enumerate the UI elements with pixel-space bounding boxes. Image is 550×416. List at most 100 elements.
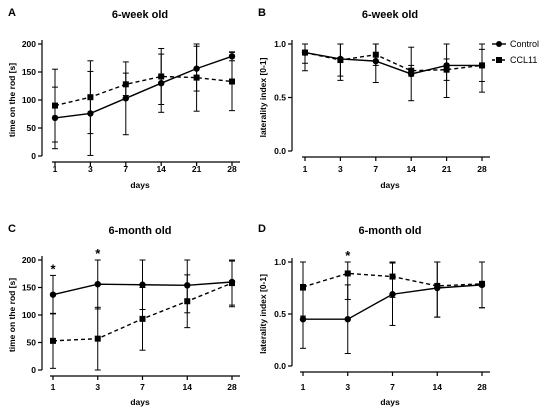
y-tick-label: 100	[22, 310, 36, 320]
data-point-circle	[94, 281, 101, 288]
x-tick-label: 7	[123, 164, 128, 174]
x-tick-label: 7	[390, 382, 395, 392]
chart-title: 6-week old	[362, 9, 418, 21]
y-axis-label: laterality index [0-1]	[258, 274, 268, 354]
significance-star: *	[95, 246, 101, 261]
y-tick-label: 0.0	[274, 361, 286, 371]
x-tick-label: 28	[477, 164, 487, 174]
x-axis: 1 3 7 14 28 days	[300, 371, 490, 407]
data-point-circle	[344, 316, 351, 323]
y-axis: 0 50 100 150 200 time on the rod [s]	[7, 255, 43, 375]
panel-c: C 6-month old 0 50 100 150 200 time on the rod…	[7, 223, 240, 407]
x-tick-label: 21	[192, 164, 202, 174]
data-point-square	[87, 94, 94, 101]
y-tick-label: 0.5	[274, 93, 286, 103]
data-point-circle	[139, 281, 146, 288]
y-tick-label: 0.0	[274, 146, 286, 156]
chart-title: 6-month old	[109, 225, 172, 237]
x-axis-label: days	[130, 397, 150, 407]
data-point-square	[389, 273, 396, 280]
y-axis: 0 50 100 150 200 time on the rod [s]	[7, 39, 43, 161]
x-tick-label: 1	[303, 164, 308, 174]
panel-letter: D	[258, 223, 266, 235]
panel-letter: A	[8, 7, 16, 19]
x-tick-label: 28	[227, 382, 237, 392]
data-point-circle	[122, 95, 129, 102]
panel-a: A 6-week old 0 50 100 150 200 time on the rod …	[7, 7, 240, 190]
error-bar	[434, 261, 441, 318]
x-tick-label: 3	[95, 382, 100, 392]
data-point-square	[229, 78, 235, 85]
legend: Control CCL11	[492, 39, 539, 65]
x-tick-label: 3	[88, 164, 93, 174]
data-point-square	[479, 62, 485, 69]
x-tick-label: 14	[156, 164, 166, 174]
data-point-square	[479, 280, 485, 287]
x-axis: 1 3 7 14 28 days	[50, 375, 240, 407]
x-tick-label: 1	[301, 382, 306, 392]
x-tick-label: 21	[442, 164, 452, 174]
x-axis-label: days	[380, 180, 400, 190]
y-tick-label: 50	[27, 338, 37, 348]
y-axis-label: time on the rod [s]	[7, 63, 17, 137]
x-tick-label: 14	[406, 164, 416, 174]
data-point-circle	[299, 316, 307, 323]
x-tick-label: 7	[373, 164, 378, 174]
series-control	[301, 43, 486, 102]
y-axis-label: laterality index [0-1]	[258, 57, 268, 137]
x-tick-label: 1	[53, 164, 58, 174]
legend-marker-square	[496, 57, 502, 63]
data-point-circle	[49, 291, 57, 298]
y-tick-label: 1.0	[274, 257, 286, 267]
x-tick-label: 28	[227, 164, 237, 174]
data-point-square	[372, 51, 379, 58]
data-point-square	[434, 282, 441, 289]
legend-label: Control	[510, 39, 539, 49]
x-tick-label: 14	[183, 382, 193, 392]
y-tick-label: 150	[22, 67, 36, 77]
data-point-square	[302, 49, 308, 56]
series-ccl11	[52, 43, 235, 143]
legend-marker-circle	[496, 41, 502, 47]
y-axis-label: time on the rod [s]	[7, 278, 17, 352]
data-point-square	[300, 283, 306, 290]
y-tick-label: 100	[22, 95, 36, 105]
x-tick-label: 1	[51, 382, 56, 392]
y-tick-label: 200	[22, 39, 36, 49]
error-bar	[389, 261, 396, 298]
data-point-square	[193, 74, 200, 81]
data-point-square	[229, 280, 235, 287]
data-point-square	[184, 298, 191, 305]
data-point-square	[122, 81, 129, 88]
x-axis: 1 3 7 14 21 28 days	[52, 161, 240, 190]
y-tick-label: 0	[31, 365, 36, 375]
data-point-square	[94, 335, 101, 342]
series-line	[304, 51, 483, 72]
y-axis: 0.0 0.5 1.0 laterality index [0-1]	[258, 39, 293, 156]
chart-title: 6-month old	[359, 225, 422, 237]
series-line	[304, 51, 482, 75]
data-point-square	[443, 66, 450, 73]
panel-letter: C	[8, 223, 16, 235]
y-tick-label: 50	[27, 123, 37, 133]
data-point-square	[158, 73, 165, 80]
y-tick-label: 1.0	[274, 39, 286, 49]
y-tick-label: 0	[31, 151, 36, 161]
x-tick-label: 28	[477, 382, 487, 392]
x-tick-label: 7	[140, 382, 145, 392]
series-ccl11	[50, 260, 235, 371]
data-point-square	[344, 270, 351, 277]
series-line	[54, 55, 233, 119]
x-tick-label: 3	[345, 382, 350, 392]
panel-d: D 6-month old 0.0 0.5 1.0 laterality index […	[258, 223, 490, 407]
data-point-square	[408, 67, 415, 74]
data-point-square	[337, 57, 344, 64]
x-axis: 1 3 7 14 21 28 days	[302, 156, 490, 190]
chart-title: 6-week old	[112, 9, 168, 21]
y-tick-label: 150	[22, 283, 36, 293]
error-bar	[344, 261, 351, 300]
significance-star: *	[50, 261, 56, 276]
y-tick-label: 0.5	[274, 309, 286, 319]
significance-star: *	[345, 248, 351, 263]
